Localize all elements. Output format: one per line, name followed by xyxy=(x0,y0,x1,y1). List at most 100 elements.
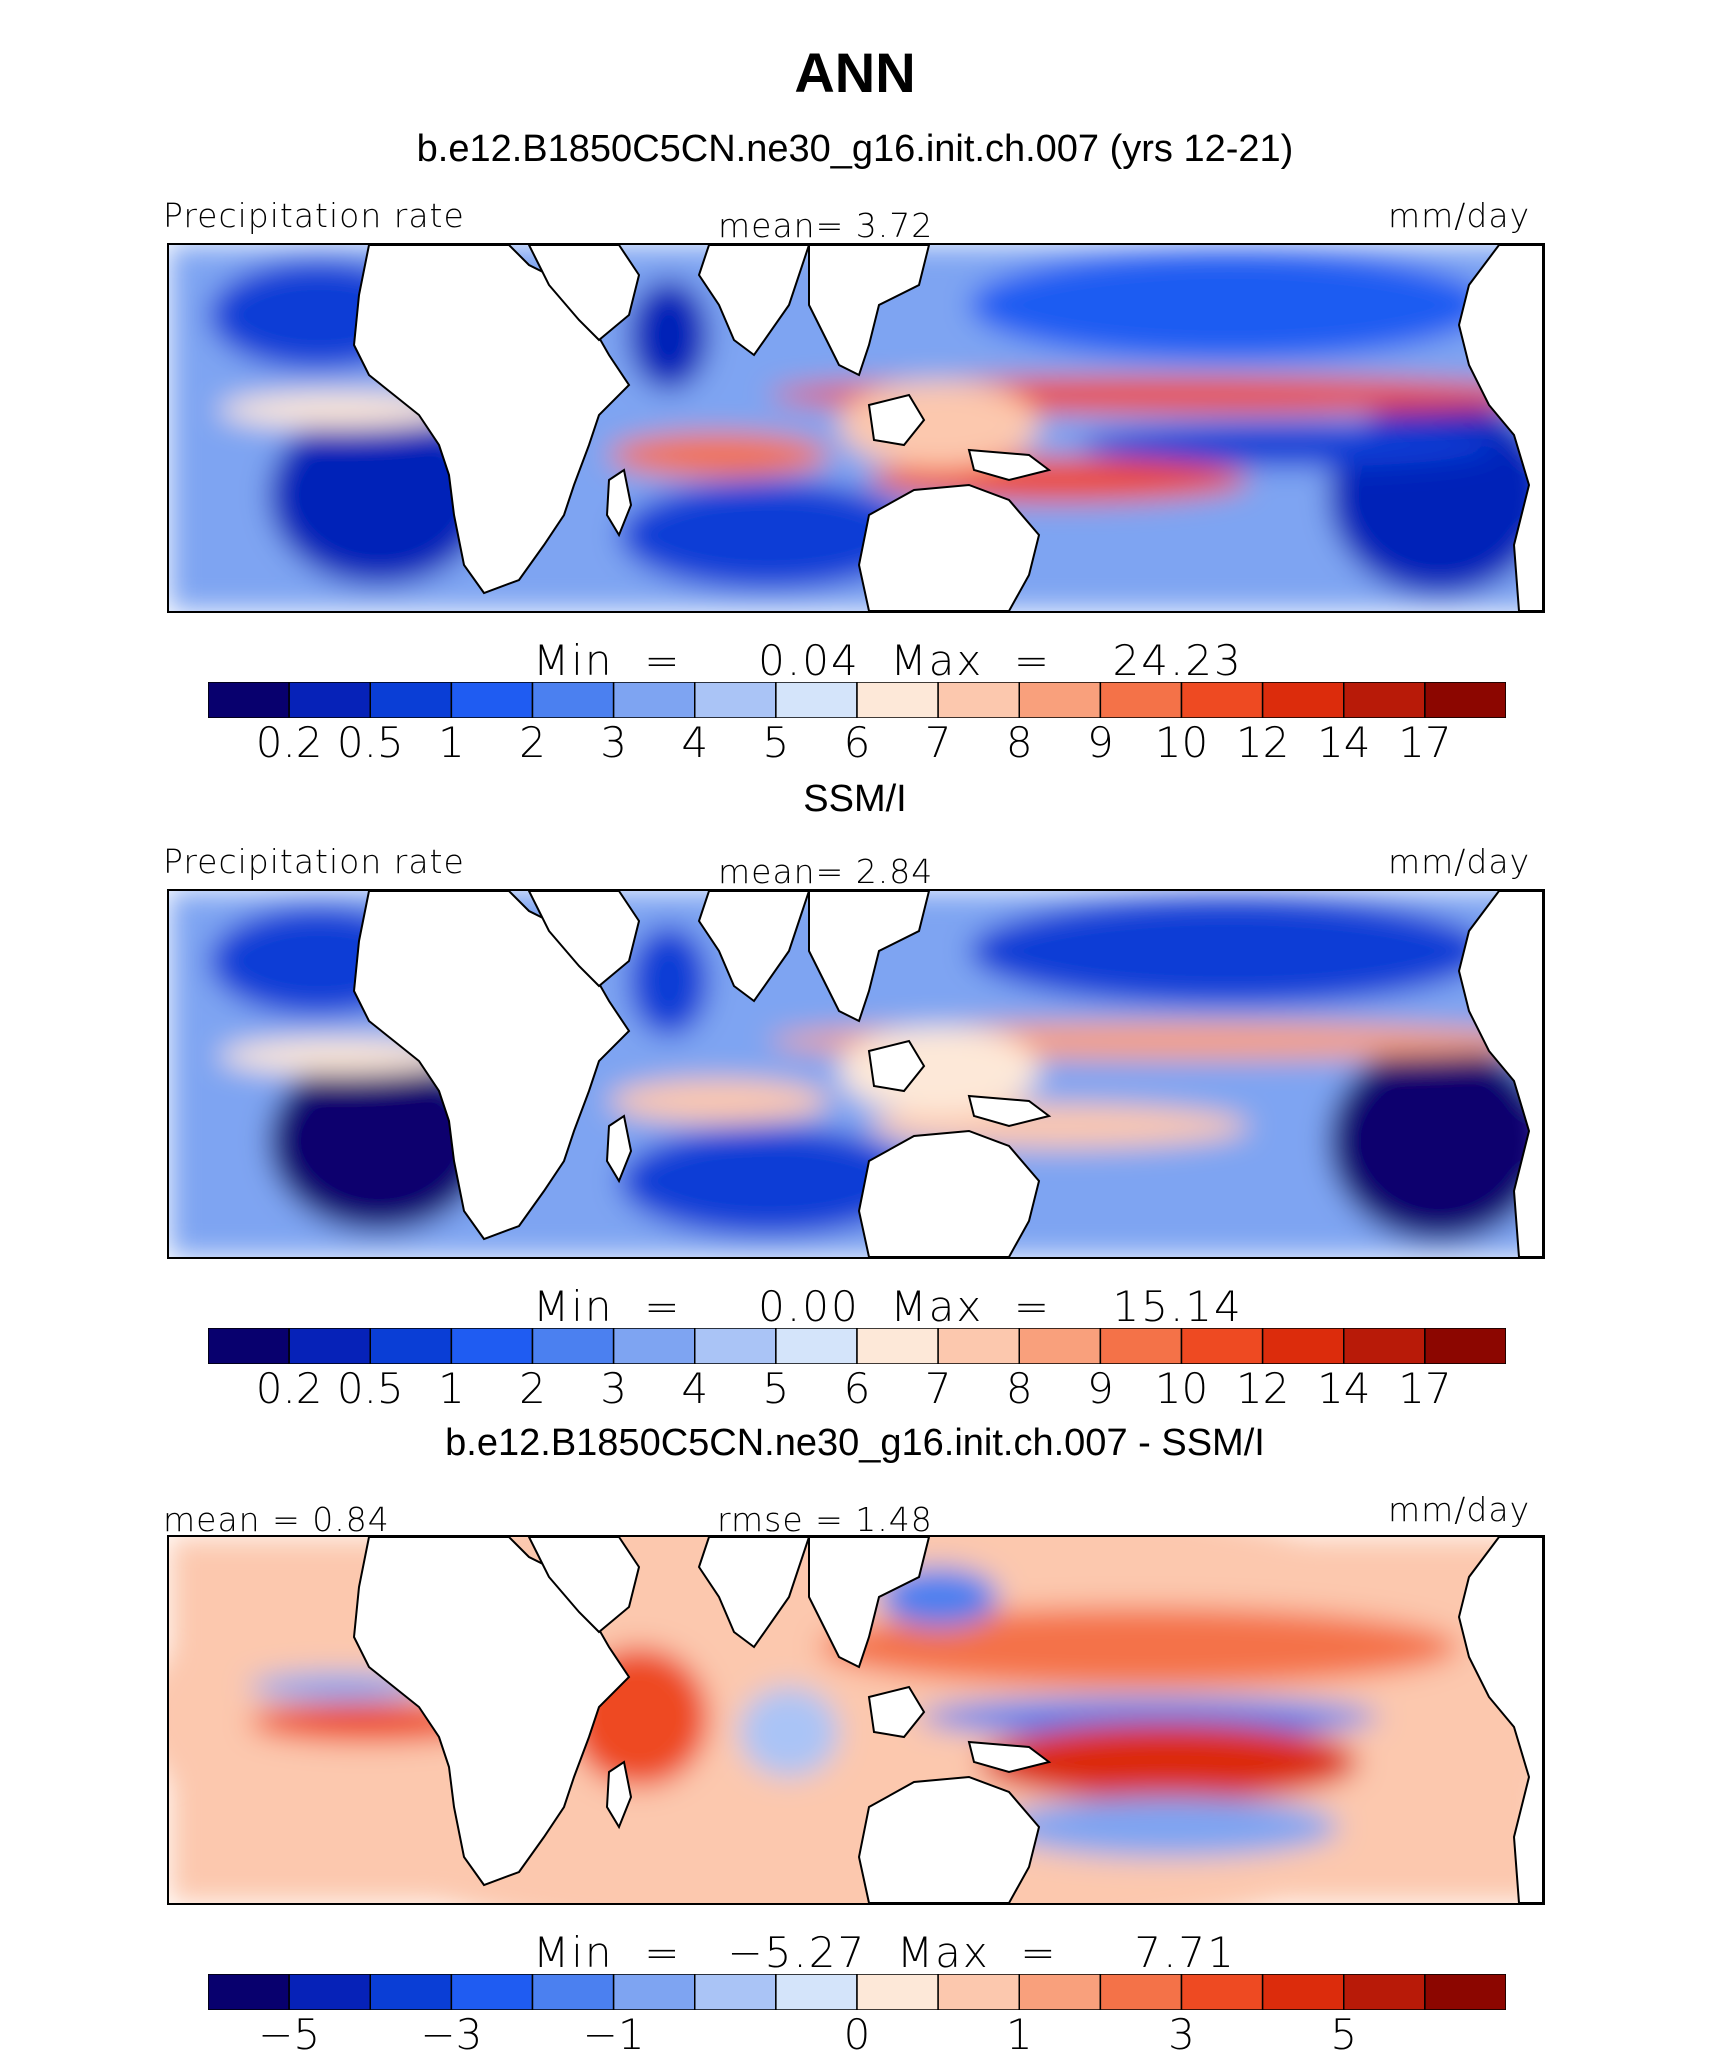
panel-3-min-max: Min = −5.27 Max = 7.71 xyxy=(533,1928,1236,1977)
panel-1-colorbar-swatch xyxy=(775,682,858,718)
panel-1-australia-land xyxy=(857,483,1041,611)
panel-2-tick-label: 5 xyxy=(762,1364,790,1413)
panel-1-tick-label: 8 xyxy=(1005,718,1033,767)
panel-2-colorbar-swatch xyxy=(856,1328,939,1364)
panel-1-indian-ocean-itcz xyxy=(609,433,829,477)
panel-1-colorbar-swatch xyxy=(531,682,615,718)
panel-3-colorbar-swatch xyxy=(1343,1974,1426,2010)
panel-3-tick-label: −1 xyxy=(582,2010,645,2059)
panel-3-tick-label: 5 xyxy=(1330,2010,1358,2059)
panel-3-equatorial-pacific-negative xyxy=(919,1697,1379,1737)
panel-1-colorbar-ticks: 0.2 0.5 1 2 3 4 5 6 7 8 9 10 12 14 17 xyxy=(208,718,1506,767)
panel-1-americas-land xyxy=(1457,245,1543,611)
panel-1-colorbar-swatch xyxy=(1018,682,1102,718)
panel-1-colorbar-swatch xyxy=(856,682,939,718)
panel-2-map-svg xyxy=(169,891,1543,1257)
panel-2-south-atlantic-dry xyxy=(269,1051,489,1231)
panel-3-colorbar-swatch xyxy=(1099,1974,1183,2010)
panel-3-spcz-positive xyxy=(979,1722,1359,1802)
panel-3-mean-label: mean = 0.84 xyxy=(163,1500,390,1539)
panel-2-tick-label: 14 xyxy=(1317,1364,1371,1413)
panel-3-colorbar-swatch xyxy=(612,1974,696,2010)
panel-2-colorbar-swatch xyxy=(1180,1328,1264,1364)
panel-3-colorbar-swatch xyxy=(531,1974,615,2010)
panel-1-arabia-land xyxy=(527,245,641,342)
panel-3-india-land xyxy=(697,1537,811,1649)
panel-1-tick-label: 3 xyxy=(600,718,627,767)
panel-1-map-svg xyxy=(169,245,1543,611)
panel-1-colorbar-swatch xyxy=(369,682,453,718)
panel-2-southeast-pacific-dry xyxy=(1329,1041,1543,1241)
panel-2-tick-label: 17 xyxy=(1398,1364,1452,1413)
panel-2-tick-label: 3 xyxy=(600,1364,627,1413)
panel-2-colorbar-swatch xyxy=(1018,1328,1102,1364)
panel-2-colorbar-swatch xyxy=(937,1328,1020,1364)
panel-1-colorbar-swatch xyxy=(288,682,371,718)
panel-2-arabian-sea-dry xyxy=(629,926,709,1036)
panel-1-title: b.e12.B1850C5CN.ne30_g16.init.ch.007 (yr… xyxy=(416,128,1294,170)
panel-2-colorbar-ticks: 0.2 0.5 1 2 3 4 5 6 7 8 9 10 12 14 17 xyxy=(208,1364,1506,1413)
panel-1-colorbar-swatch xyxy=(612,682,696,718)
panel-1-equatorial-pacific-dry xyxy=(1079,423,1499,467)
panel-3-title: b.e12.B1850C5CN.ne30_g16.init.ch.007 - S… xyxy=(445,1422,1265,1464)
panel-1-atlantic-itcz xyxy=(219,392,459,428)
panel-2-tick-label: 0.5 xyxy=(336,1364,404,1413)
panel-3-colorbar xyxy=(208,1974,1506,2010)
panel-1-tick-label: 0.5 xyxy=(336,718,404,767)
panel-1-madagascar-land xyxy=(605,468,633,538)
panel-2-colorbar-swatch xyxy=(612,1328,696,1364)
panel-2-colorbar-swatch xyxy=(288,1328,371,1364)
panel-2-tick-label: 7 xyxy=(924,1364,952,1413)
panel-3-eastern-indian-negative xyxy=(739,1687,839,1777)
panel-3-colorbar-swatch xyxy=(288,1974,371,2010)
panel-2-colorbar-swatch xyxy=(775,1328,858,1364)
panel-3-tick-label: −5 xyxy=(258,2010,321,2059)
panel-3-colorbar-swatch xyxy=(856,1974,939,2010)
panel-2-indian-ocean-itcz xyxy=(609,1079,829,1123)
panel-3-colorbar-swatch xyxy=(937,1974,1020,2010)
panel-2-arabia-land xyxy=(527,891,641,988)
panel-2-colorbar-swatch xyxy=(208,1328,290,1364)
panel-1-north-pacific-dry xyxy=(969,250,1489,360)
panel-1-tick-label: 7 xyxy=(924,718,952,767)
panel-1-india-land xyxy=(697,245,811,357)
panel-2-mean-label: mean= 2.84 xyxy=(718,852,934,891)
panel-3-colorbar-swatch xyxy=(1180,1974,1264,2010)
panel-2-atlantic-itcz xyxy=(219,1038,459,1074)
panel-3-australia-land xyxy=(857,1775,1041,1903)
panel-2-tick-label: 10 xyxy=(1154,1364,1209,1413)
panel-1-south-atlantic-dry xyxy=(269,405,489,585)
panel-3-colorbar-swatch xyxy=(1424,1974,1506,2010)
panel-1-units-label: mm/day xyxy=(1388,196,1531,235)
main-title: ANN xyxy=(794,41,916,104)
panel-3-north-pacific-itcz-positive xyxy=(819,1607,1459,1687)
panel-3-colorbar-swatch xyxy=(694,1974,777,2010)
panel-2-colorbar-swatch xyxy=(369,1328,453,1364)
panel-2-india-land xyxy=(697,891,811,1003)
panel-2-australia-land xyxy=(857,1129,1041,1257)
panel-2-madagascar-land xyxy=(605,1114,633,1184)
panel-1-tick-label: 14 xyxy=(1317,718,1371,767)
panel-2-tick-label: 8 xyxy=(1005,1364,1033,1413)
panel-1-new-guinea-land xyxy=(967,448,1052,482)
panel-2-map xyxy=(167,889,1545,1259)
panel-2-borneo-land xyxy=(867,1039,926,1093)
panel-1-colorbar-swatch xyxy=(1424,682,1506,718)
panel-1-tick-label: 12 xyxy=(1235,718,1290,767)
panel-2-asia-land xyxy=(808,891,931,1023)
panel-1-tick-label: 1 xyxy=(438,718,465,767)
panel-3-units-label: mm/day xyxy=(1388,1490,1531,1529)
panel-1-variable-label: Precipitation rate xyxy=(163,196,465,235)
panel-1-colorbar-swatch xyxy=(1261,682,1345,718)
panel-1-tick-label: 2 xyxy=(519,718,546,767)
panel-3-colorbar-swatch xyxy=(1018,1974,1102,2010)
panel-1-tick-label: 9 xyxy=(1087,718,1114,767)
panel-1-tick-label: 4 xyxy=(681,718,709,767)
panel-3-map-svg xyxy=(169,1537,1543,1903)
panel-1-colorbar-swatch xyxy=(208,682,290,718)
panel-2-units-label: mm/day xyxy=(1388,842,1531,881)
panel-1-tick-label: 6 xyxy=(843,718,871,767)
panel-2-variable-label: Precipitation rate xyxy=(163,842,465,881)
panel-1-tick-label: 10 xyxy=(1154,718,1209,767)
panel-2-colorbar-swatch xyxy=(1261,1328,1345,1364)
